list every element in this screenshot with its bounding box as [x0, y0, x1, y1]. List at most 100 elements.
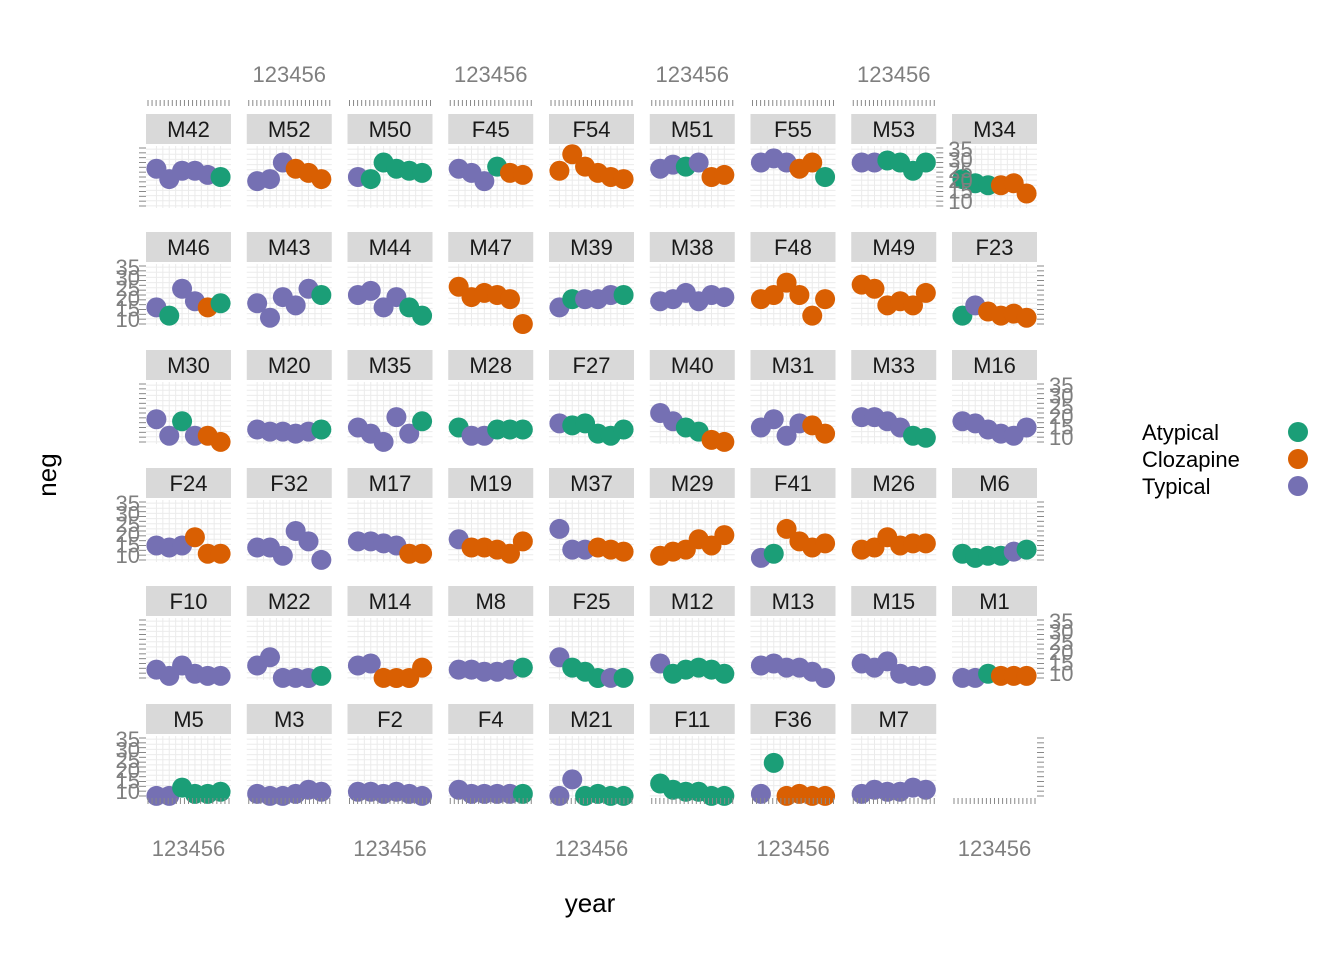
data-point [311, 665, 332, 686]
y-axis-ticks [1037, 383, 1044, 443]
facet-strip [246, 586, 332, 616]
panel-grid [750, 736, 836, 798]
y-tick-label: 15 [116, 768, 140, 793]
facet-label: M14 [369, 589, 412, 614]
facet-strip [649, 704, 735, 734]
data-point [172, 278, 193, 299]
data-point [412, 543, 433, 564]
facet-panel: M14 [347, 586, 433, 688]
legend-key [1288, 422, 1308, 442]
facet-strip [851, 232, 937, 262]
facet-panel: M28 [448, 350, 534, 446]
data-point [763, 752, 784, 773]
facet-panel: M44 [347, 232, 433, 326]
y-tick-label: 15 [116, 532, 140, 557]
x-axis-ticks [752, 798, 834, 804]
facet-panel: M16 [952, 350, 1037, 446]
data-point [776, 272, 797, 293]
data-point [512, 164, 533, 185]
y-tick-label: 30 [116, 501, 140, 526]
y-axis-ticks [139, 147, 146, 207]
facet-strip [649, 232, 735, 262]
data-point [360, 280, 381, 301]
data-point [210, 431, 231, 452]
facet-strip [146, 468, 231, 498]
x-axis-ticks [651, 798, 734, 804]
data-point [210, 665, 231, 686]
data-point [399, 423, 420, 444]
facet-panel: F2 [347, 704, 433, 806]
x-axis-ticks [349, 100, 431, 106]
facet-strip [952, 232, 1037, 262]
facet-label: M12 [671, 589, 714, 614]
facet-strip [851, 350, 937, 380]
facet-strip [851, 704, 937, 734]
data-point [172, 411, 193, 432]
data-point [915, 779, 936, 800]
x-axis-ticks [449, 798, 532, 804]
y-tick-label: 30 [1049, 383, 1073, 408]
facet-label: F32 [270, 471, 308, 496]
panel-grid [347, 618, 433, 680]
facet-label: F27 [573, 353, 611, 378]
facet-panel: M38 [649, 232, 735, 326]
facet-panel: F24 [146, 468, 231, 564]
facet-label: M44 [369, 235, 412, 260]
facet-label: M51 [671, 117, 714, 142]
data-point [412, 785, 433, 806]
facet-strip [549, 350, 634, 380]
facet-strip [246, 350, 332, 380]
data-point [802, 305, 823, 326]
facet-label: M50 [369, 117, 412, 142]
data-point [763, 285, 784, 305]
facet-panel: M37 [549, 468, 634, 562]
facet-label: M34 [973, 117, 1016, 142]
facet-label: M40 [671, 353, 714, 378]
facet-label: F25 [573, 589, 611, 614]
facet-strip [750, 350, 836, 380]
facet-panel: M52 [246, 114, 332, 208]
data-point [210, 167, 231, 187]
facet-panel: M6 [952, 468, 1037, 568]
data-point [815, 423, 836, 444]
data-point [311, 549, 332, 570]
data-point [903, 295, 923, 316]
facet-panel: F36 [750, 704, 836, 806]
data-point [613, 667, 634, 688]
facet-panel: F54 [549, 114, 634, 208]
facet-label: M3 [274, 707, 305, 732]
facet-strip [246, 232, 332, 262]
y-tick-label: 35 [1049, 373, 1073, 398]
facet-label: M37 [570, 471, 613, 496]
y-tick-label: 30 [116, 737, 140, 762]
facet-panel: M30 [146, 350, 231, 452]
facet-strip [347, 468, 433, 498]
data-point [210, 293, 231, 314]
data-point [512, 314, 533, 334]
data-point [750, 783, 771, 804]
data-point [776, 425, 797, 446]
y-tick-label: 25 [116, 512, 140, 537]
data-point [776, 518, 797, 539]
data-point [412, 162, 433, 183]
facet-strip [347, 704, 433, 734]
data-point [789, 285, 810, 305]
data-point [714, 785, 735, 806]
data-point [613, 541, 634, 562]
facet-strip [246, 704, 332, 734]
x-tick-label: 123456 [857, 62, 930, 87]
x-axis-ticks [349, 798, 431, 804]
facet-panel: M15 [851, 586, 937, 686]
facet-label: F4 [478, 707, 504, 732]
x-axis-ticks [953, 798, 1036, 804]
facet-strip [146, 350, 231, 380]
facet-label: M16 [973, 353, 1016, 378]
facet-strip [549, 586, 634, 616]
facet-panel: F4 [448, 704, 534, 804]
facet-strip [649, 468, 735, 498]
data-point [1016, 665, 1037, 686]
facet-strip [246, 468, 332, 498]
data-point [260, 169, 280, 190]
y-axis-ticks [1037, 265, 1044, 325]
